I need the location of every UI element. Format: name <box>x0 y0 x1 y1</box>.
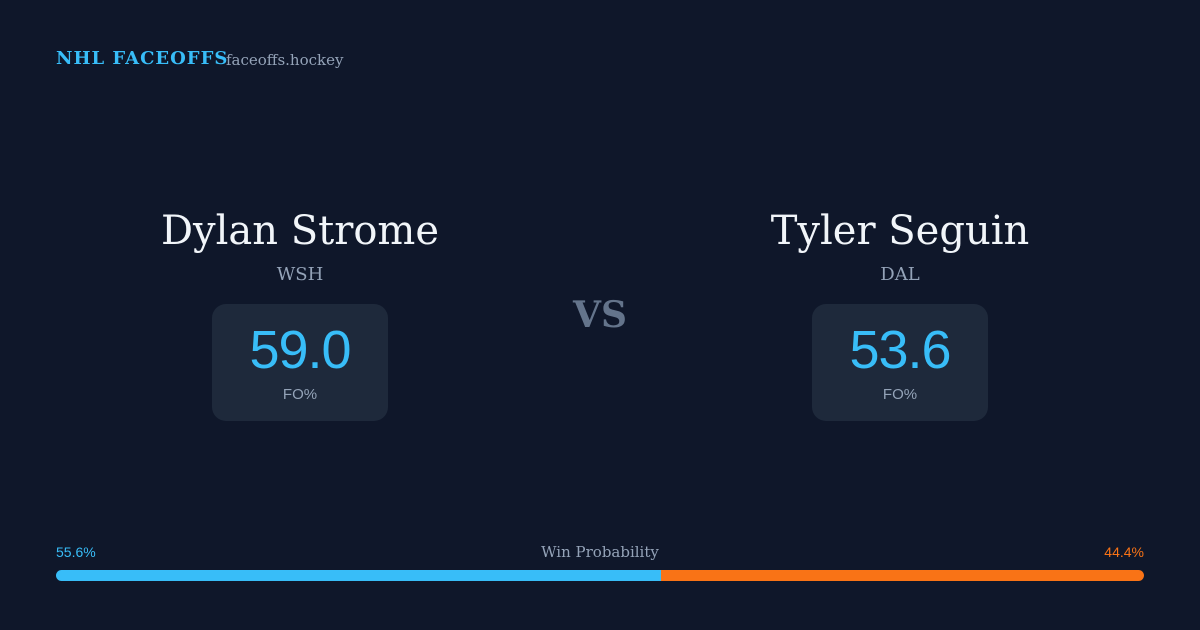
stat-value: 59.0 <box>249 320 351 380</box>
player-name: Dylan Strome <box>160 208 440 254</box>
team: WSH <box>276 264 324 285</box>
stat-card: 59.0 FO% <box>212 304 388 421</box>
team: DAL <box>880 264 920 285</box>
site: faceoffs.hockey <box>226 51 344 69</box>
player-right: Tyler Seguin DAL 53.6 FO% <box>600 200 1200 421</box>
player-left: Dylan Strome WSH 59.0 FO% <box>0 200 600 421</box>
win-prob-left: 55.6% <box>56 544 96 560</box>
versus: VS <box>573 294 627 336</box>
win-prob-right: 44.4% <box>1104 544 1144 560</box>
stat-label: FO% <box>882 386 918 403</box>
win-prob-title: Win Probability <box>541 543 659 561</box>
player-name: Tyler Seguin <box>770 208 1030 254</box>
bar-segment <box>56 570 661 581</box>
stat-label: FO% <box>282 386 318 403</box>
bar-segment <box>660 570 1144 581</box>
win-prob-bar <box>56 570 1144 581</box>
stat-value: 53.6 <box>849 320 951 380</box>
brand: NHL FACEOFFS <box>56 48 229 69</box>
stat-card: 53.6 FO% <box>812 304 988 421</box>
